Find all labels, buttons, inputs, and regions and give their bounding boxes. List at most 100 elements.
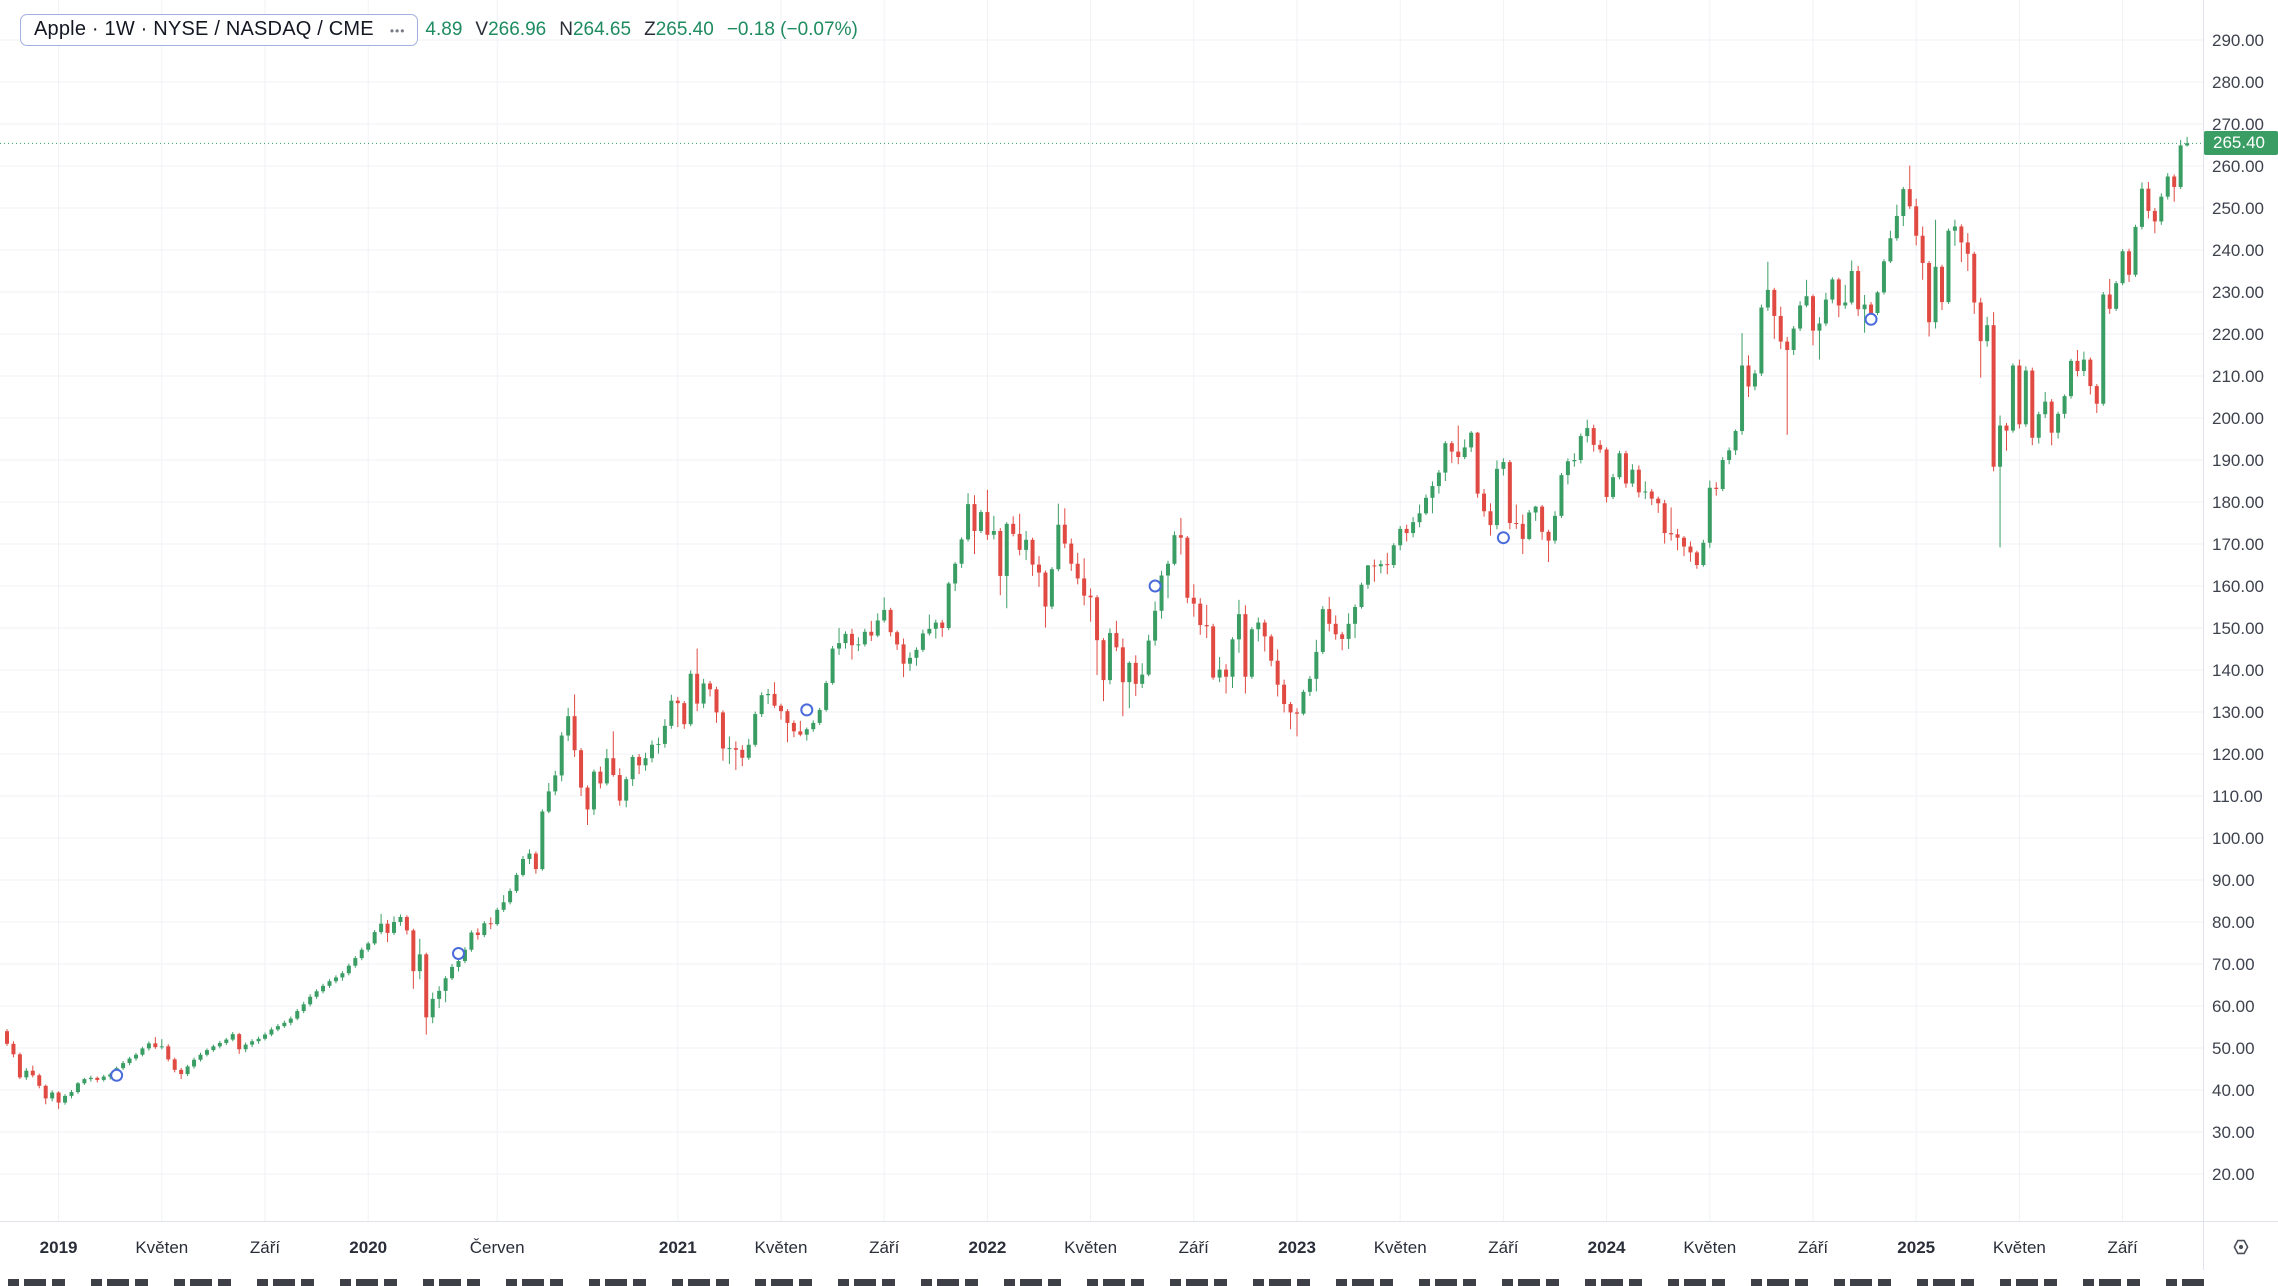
candle (1430, 481, 1435, 514)
candle (359, 947, 364, 961)
candle-body (2043, 401, 2048, 415)
candle-body (804, 729, 809, 735)
candle (727, 736, 732, 765)
candle (1572, 453, 1577, 467)
candle (1875, 291, 1880, 316)
event-marker-icon[interactable] (800, 703, 814, 717)
candle (172, 1057, 177, 1073)
candle-body (843, 633, 848, 644)
candle (2049, 399, 2054, 446)
event-marker-icon[interactable] (1148, 579, 1162, 593)
candle (2127, 248, 2132, 282)
candle (1217, 656, 1222, 683)
scale-settings-icon[interactable] (2231, 1237, 2251, 1257)
candle (1314, 639, 1319, 692)
time-tick-label: 2022 (968, 1238, 1006, 1257)
candle (1320, 606, 1325, 655)
candle-body (1714, 487, 1719, 489)
candle (656, 737, 661, 754)
price-tick-label: 220.00 (2212, 325, 2264, 344)
candle-body (508, 890, 513, 903)
candle-body (927, 628, 932, 634)
candle (1817, 317, 1822, 360)
candle-body (1385, 564, 1390, 566)
low-label: N (559, 19, 573, 40)
candle-body (1391, 545, 1396, 565)
candle-body (1456, 451, 1461, 458)
candle (1669, 507, 1674, 541)
candle-body (791, 722, 796, 732)
candle-body (275, 1026, 280, 1030)
candle (604, 748, 609, 786)
candle-body (1636, 469, 1641, 493)
candle-body (2172, 176, 2177, 187)
candle-body (263, 1034, 267, 1039)
time-scale[interactable] (0, 1222, 2204, 1272)
price-scale[interactable] (2204, 0, 2278, 1221)
candle (1333, 615, 1338, 640)
candle (404, 915, 409, 935)
candle (1224, 664, 1229, 694)
candle-body (2127, 251, 2132, 275)
candle-body (63, 1095, 68, 1103)
time-tick-label: Květen (1993, 1238, 2046, 1257)
candle-body (617, 775, 622, 801)
candle (753, 711, 758, 747)
candle-body (1585, 428, 1590, 437)
candle (327, 979, 332, 988)
candle (2023, 366, 2028, 427)
candle-body (359, 949, 364, 959)
candle (424, 952, 429, 1035)
candle-body (1333, 623, 1338, 635)
candle-body (37, 1075, 42, 1086)
symbol-title-button[interactable]: Apple · 1W · NYSE / NASDAQ / CME ••• (20, 14, 419, 46)
event-marker-icon[interactable] (452, 947, 465, 960)
candle-body (314, 991, 319, 997)
price-tick-label: 260.00 (2212, 157, 2264, 176)
legend-more-button[interactable]: ••• (389, 24, 406, 38)
candle (2069, 358, 2073, 399)
candle (1804, 279, 1809, 308)
candle-body (521, 859, 525, 875)
candle (301, 1001, 306, 1014)
candle-body (527, 853, 532, 859)
candle (849, 628, 854, 660)
candle (720, 710, 725, 761)
time-tick-label: Září (1179, 1238, 1210, 1257)
candle-body (1540, 506, 1545, 532)
candle (1501, 458, 1506, 476)
candle (585, 785, 590, 825)
candle-body (1475, 432, 1480, 494)
candle-body (2056, 413, 2061, 433)
candle-body (1856, 271, 1861, 310)
candle (140, 1046, 145, 1057)
candle (1649, 488, 1654, 505)
candle-body (991, 530, 996, 535)
candle (1985, 316, 1990, 347)
candle (953, 562, 958, 592)
event-marker-icon[interactable] (110, 1068, 124, 1082)
time-tick-label: Květen (755, 1238, 808, 1257)
candle-body (1811, 296, 1815, 331)
candle (1056, 503, 1061, 572)
event-marker-icon[interactable] (1864, 312, 1878, 326)
candle-body (1611, 477, 1616, 497)
candle (759, 692, 764, 718)
candle-body (682, 703, 687, 725)
event-marker-icon[interactable] (1496, 531, 1510, 545)
candle (1469, 431, 1474, 453)
candle-body (1965, 242, 1970, 254)
candle-body (2114, 283, 2119, 309)
candle (1785, 336, 1790, 435)
candle-body (1733, 431, 1738, 451)
candle-body (192, 1059, 197, 1067)
candle (1159, 570, 1164, 619)
candle (566, 707, 571, 741)
candle-body (798, 731, 803, 735)
candle (1881, 259, 1886, 295)
candle-body (1069, 543, 1074, 564)
candle-body (998, 530, 1003, 576)
candle (1101, 638, 1106, 702)
candle-body (179, 1069, 184, 1075)
